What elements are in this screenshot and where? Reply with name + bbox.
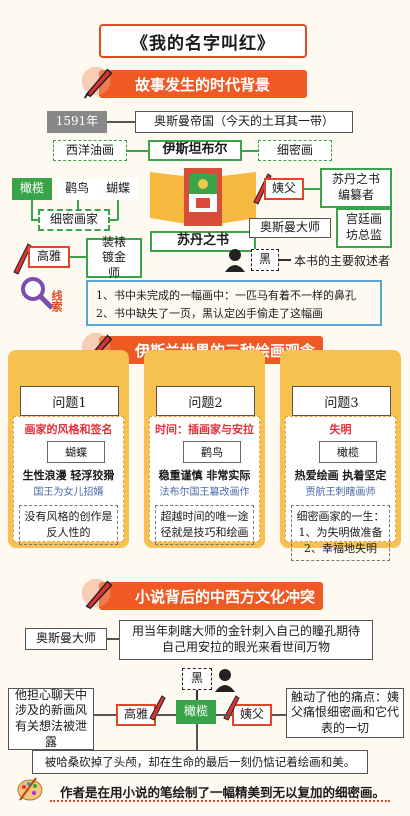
character-pill: 橄榄 <box>319 441 377 463</box>
red-quill-icon <box>149 695 166 721</box>
elegant-box: 高雅 <box>28 246 70 268</box>
quill-icon <box>81 578 113 610</box>
footer-divider <box>50 800 390 802</box>
bottom-box: 被哈桑砍掉了头颅，却在生命的最后一刻仍惦记着绘画和美。 <box>32 750 368 774</box>
right-note-box: 触动了他的痛点：姨父痛恨细密画和它代表的一切 <box>286 688 404 738</box>
footer-text: 作者是在用小说的笔绘制了一幅精美到无以复加的细密画。 <box>60 785 386 800</box>
question-label: 问题2 <box>156 386 255 416</box>
question-column-1: 问题1 画家的风格和签名 蝴蝶 生性浪漫 轻浮狡猾 国王为女儿招婿 没有风格的创… <box>8 350 129 548</box>
empire-box: 奥斯曼帝国（今天的土耳其一带） <box>135 111 353 133</box>
palette-icon <box>17 777 43 801</box>
person-icon <box>215 669 235 692</box>
character-pill: 鹳鸟 <box>183 441 241 463</box>
ottoman-master-box: 奥斯曼大师 <box>25 628 107 650</box>
enishte-box: 姨父 <box>232 704 272 726</box>
miniature-painters-box: 细密画家 <box>38 209 110 231</box>
olive-box: 橄榄 <box>12 178 52 200</box>
column-topic: 失明 <box>329 423 352 436</box>
master-desc-box: 用当年刺瞎大师的金针刺入自己的瞳孔期待自己用安拉的眼光来看世间万物 <box>119 620 373 660</box>
question-label: 问题1 <box>20 386 119 416</box>
character-desc: 生性浪漫 轻浮狡猾 <box>22 469 115 482</box>
clue-item: 1、书中未完成的一幅画中：一匹马有着不一样的鼻孔 <box>96 289 356 302</box>
clue-item: 2、书中缺失了一页，黑认定凶手偷走了这幅画 <box>96 306 323 320</box>
column-topic: 画家的风格和签名 <box>24 423 113 436</box>
view-box: 超越时间的唯一途径就是技巧和绘画 <box>155 505 254 545</box>
column-topic: 时间：插画家与安拉 <box>155 423 254 436</box>
western-painting-box: 西洋油画 <box>53 140 127 161</box>
elegant-role-box: 装裱镀金师 <box>86 235 142 280</box>
question-column-3: 问题3 失明 橄榄 热爱绘画 执着坚定 贾航王刺瞎画师 细密画家的一生：1、为失… <box>280 350 401 561</box>
clues-box: 1、书中未完成的一幅画中：一匹马有着不一样的鼻孔 2、书中缺失了一页，黑认定凶手… <box>86 280 382 326</box>
olive-box: 橄榄 <box>176 700 216 724</box>
story-note: 国王为女儿招婿 <box>33 487 104 498</box>
page-title: 《我的名字叫红》 <box>99 24 307 58</box>
black-box: 黑 <box>251 249 279 271</box>
section1-heading: 故事发生的时代背景 <box>81 66 307 99</box>
ottoman-master-box: 奥斯曼大师 <box>249 218 331 238</box>
character-pill: 蝴蝶 <box>47 441 105 463</box>
red-quill-icon <box>223 695 240 721</box>
enishte-box: 姨父 <box>264 178 304 200</box>
story-note: 法布尔国王篡改画作 <box>159 487 250 498</box>
view-box: 细密画家的一生：1、为失明做准备 2、幸福地失明 <box>291 505 390 561</box>
character-desc: 热爱绘画 执着坚定 <box>294 469 387 482</box>
stork-box: 鹳鸟 <box>57 178 97 200</box>
story-note: 贾航王刺瞎画师 <box>305 487 376 498</box>
istanbul-box: 伊斯坦布尔 <box>148 140 242 161</box>
question-column-2: 问题2 时间：插画家与安拉 鹳鸟 稳重谨慎 非常实际 法布尔国王篡改画作 超越时… <box>144 350 265 548</box>
narrator-label: 本书的主要叙述者 <box>294 254 391 268</box>
section3-heading: 小说背后的中西方文化冲突 <box>81 578 323 610</box>
person-icon <box>225 249 245 272</box>
year-box: 1591年 <box>47 111 107 133</box>
quill-icon <box>81 66 113 99</box>
view-box: 没有风格的创作是反人性的 <box>19 505 118 545</box>
left-note-box: 他担心聊天中涉及的新画风有关想法被泄露 <box>8 688 94 750</box>
court-head-box: 宫廷画坊总监 <box>336 208 392 248</box>
sultan-book-box: 苏丹之书 <box>150 231 256 252</box>
butterfly-box: 蝴蝶 <box>98 178 138 200</box>
book-icon <box>150 168 256 226</box>
miniature-box: 细密画 <box>258 140 332 161</box>
enishte-role-box: 苏丹之书编纂者 <box>320 168 392 208</box>
character-desc: 稳重谨慎 非常实际 <box>158 469 251 482</box>
question-label: 问题3 <box>292 386 391 416</box>
magnifier-icon <box>21 277 54 310</box>
black-box: 黑 <box>182 668 212 690</box>
elegant-box: 高雅 <box>116 704 156 726</box>
clue-label: 线索 <box>50 290 63 312</box>
